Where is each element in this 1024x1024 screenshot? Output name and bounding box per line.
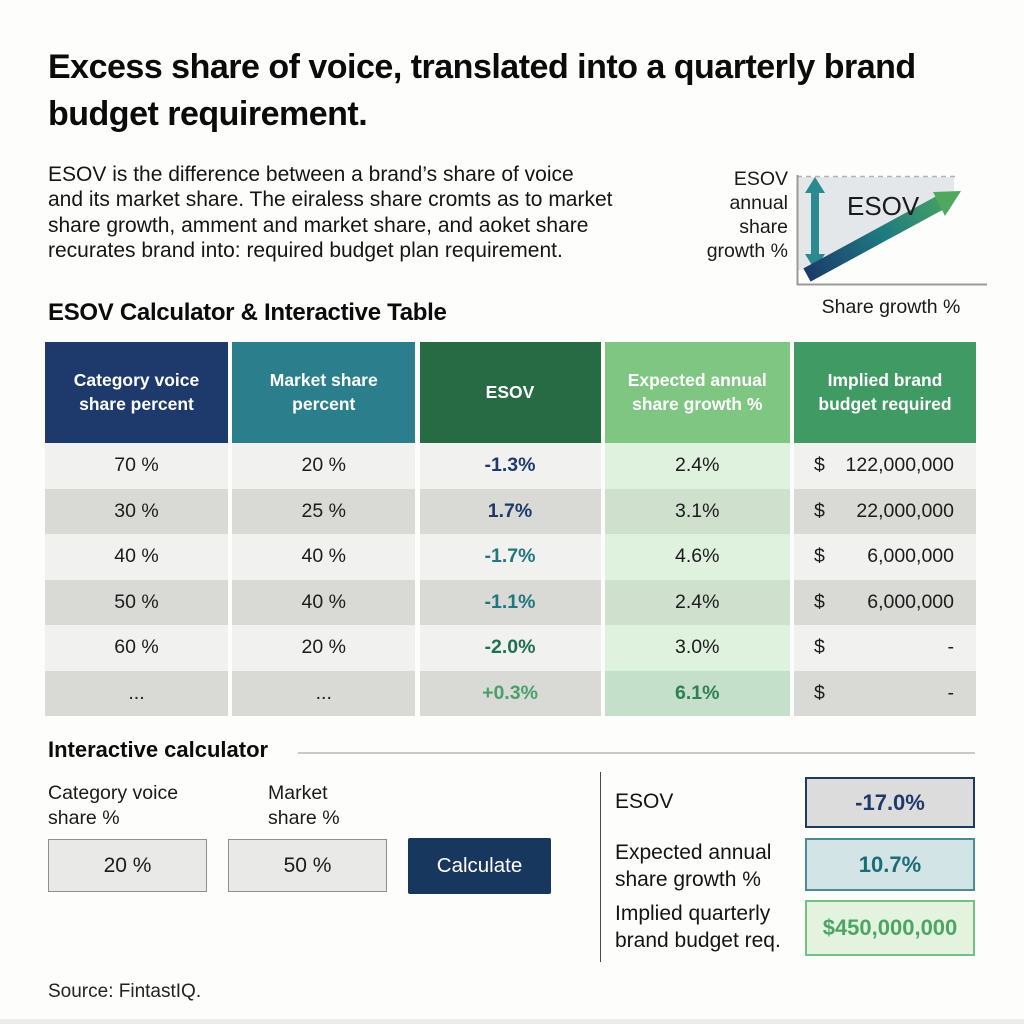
esov-area-label: ESOV xyxy=(847,191,920,221)
esov-shaded-area xyxy=(798,177,954,270)
currency-symbol: $ xyxy=(814,499,825,522)
column-header-implied-budget: Implied brand budget required xyxy=(794,342,976,443)
table-cell-market-share: 40 % xyxy=(232,579,416,625)
table-cell-market-share: 20 % xyxy=(232,443,416,489)
table-cell-market-share: 20 % xyxy=(232,625,416,671)
table-cell-growth: 3.0% xyxy=(604,625,790,671)
table-cell-growth: 2.4% xyxy=(604,443,790,489)
currency-symbol: $ xyxy=(814,454,825,477)
esov-result-label: ESOV xyxy=(615,790,674,813)
budget-amount: 6,000,000 xyxy=(867,545,954,568)
budget-amount: 6,000,000 xyxy=(867,590,954,613)
bottom-edge xyxy=(0,1019,1024,1024)
table-cell-esov: -1.3% xyxy=(419,443,601,489)
source-note: Source: FintastIQ. xyxy=(48,981,202,1002)
intro-line: ESOV is the difference between a brand’s… xyxy=(48,163,574,186)
intro-line: recurates brand into: required budget pl… xyxy=(48,239,563,263)
currency-symbol: $ xyxy=(814,636,825,659)
growth-arrow-shaft xyxy=(803,193,949,282)
currency-symbol: $ xyxy=(814,545,825,568)
table-cell-growth: 3.1% xyxy=(604,488,790,534)
table-cell-category-voice: ... xyxy=(45,670,228,716)
budget-amount: - xyxy=(947,681,955,704)
currency-symbol: $ xyxy=(814,681,825,704)
budget-amount: 22,000,000 xyxy=(856,499,954,522)
table-cell-category-voice: 60 % xyxy=(45,625,228,671)
column-header-market-share: Market share percent xyxy=(232,342,416,443)
page-title: Excess share of voice, translated into a… xyxy=(48,48,916,133)
table-cell-budget: $ 122,000,000 xyxy=(794,443,976,489)
esov-diagram-chart: ESOV xyxy=(796,175,987,286)
market-share-input-label: Market share % xyxy=(268,782,340,830)
table-cell-market-share: 40 % xyxy=(232,534,416,580)
budget-amount: - xyxy=(947,636,955,659)
market-share-input[interactable]: 50 % xyxy=(228,839,387,892)
table-cell-esov: -1.7% xyxy=(419,534,601,580)
table-cell-category-voice: 30 % xyxy=(45,488,228,534)
table-cell-esov: -1.1% xyxy=(419,579,601,625)
table-cell-budget: $ 6,000,000 xyxy=(794,534,976,580)
category-voice-input[interactable]: 20 % xyxy=(48,839,207,892)
diagram-y-axis-label: ESOV annual share growth % xyxy=(706,168,788,262)
column-header-esov: ESOV xyxy=(419,342,601,443)
intro-paragraph: ESOV is the difference between a brand’s… xyxy=(48,162,688,264)
table-cell-growth: 4.6% xyxy=(604,534,790,580)
heading-rule xyxy=(298,752,975,754)
table-cell-market-share: 25 % xyxy=(232,488,416,534)
calculator-divider xyxy=(600,772,601,962)
table-cell-market-share: ... xyxy=(232,670,416,716)
budget-result-label: Implied quarterly brand budget req. xyxy=(615,902,781,952)
budget-amount: 122,000,000 xyxy=(845,454,954,477)
double-arrow-bottom xyxy=(805,254,825,270)
table-cell-growth: 6.1% xyxy=(604,670,790,716)
growth-result-label: Expected annual share growth % xyxy=(615,841,772,891)
growth-result-value: 10.7% xyxy=(805,838,975,891)
table-cell-budget: $ - xyxy=(794,670,976,716)
column-header-expected-growth: Expected annual share growth % xyxy=(604,342,790,443)
currency-symbol: $ xyxy=(814,590,825,613)
calculator-heading: Interactive calculator xyxy=(48,737,269,762)
table-cell-budget: $ - xyxy=(794,625,976,671)
column-header-category-voice: Category voice share percent xyxy=(45,342,228,443)
esov-table: Category voice share percent Market shar… xyxy=(45,342,976,716)
calculate-button[interactable]: Calculate xyxy=(408,838,551,894)
table-section-heading: ESOV Calculator & Interactive Table xyxy=(48,299,447,326)
intro-line: share growth, amment and market share, a… xyxy=(48,213,589,237)
budget-result-value: $450,000,000 xyxy=(805,900,975,956)
table-cell-category-voice: 70 % xyxy=(45,443,228,489)
double-arrow-top xyxy=(805,177,825,193)
table-cell-esov: +0.3% xyxy=(419,670,601,716)
intro-line: and its market share. The eiraless share… xyxy=(48,188,613,212)
table-cell-category-voice: 40 % xyxy=(45,534,228,580)
table-cell-budget: $ 6,000,000 xyxy=(794,579,976,625)
growth-arrow-head xyxy=(933,191,961,216)
category-voice-input-label: Category voice share % xyxy=(48,782,179,830)
table-cell-category-voice: 50 % xyxy=(45,579,228,625)
table-cell-budget: $ 22,000,000 xyxy=(794,488,976,534)
esov-diagram: ESOV xyxy=(795,173,987,289)
table-cell-esov: -2.0% xyxy=(419,625,601,671)
table-cell-esov: 1.7% xyxy=(419,488,601,534)
table-cell-growth: 2.4% xyxy=(604,579,790,625)
esov-result-value: -17.0% xyxy=(805,777,975,828)
diagram-x-axis-label: Share growth % xyxy=(821,296,961,318)
